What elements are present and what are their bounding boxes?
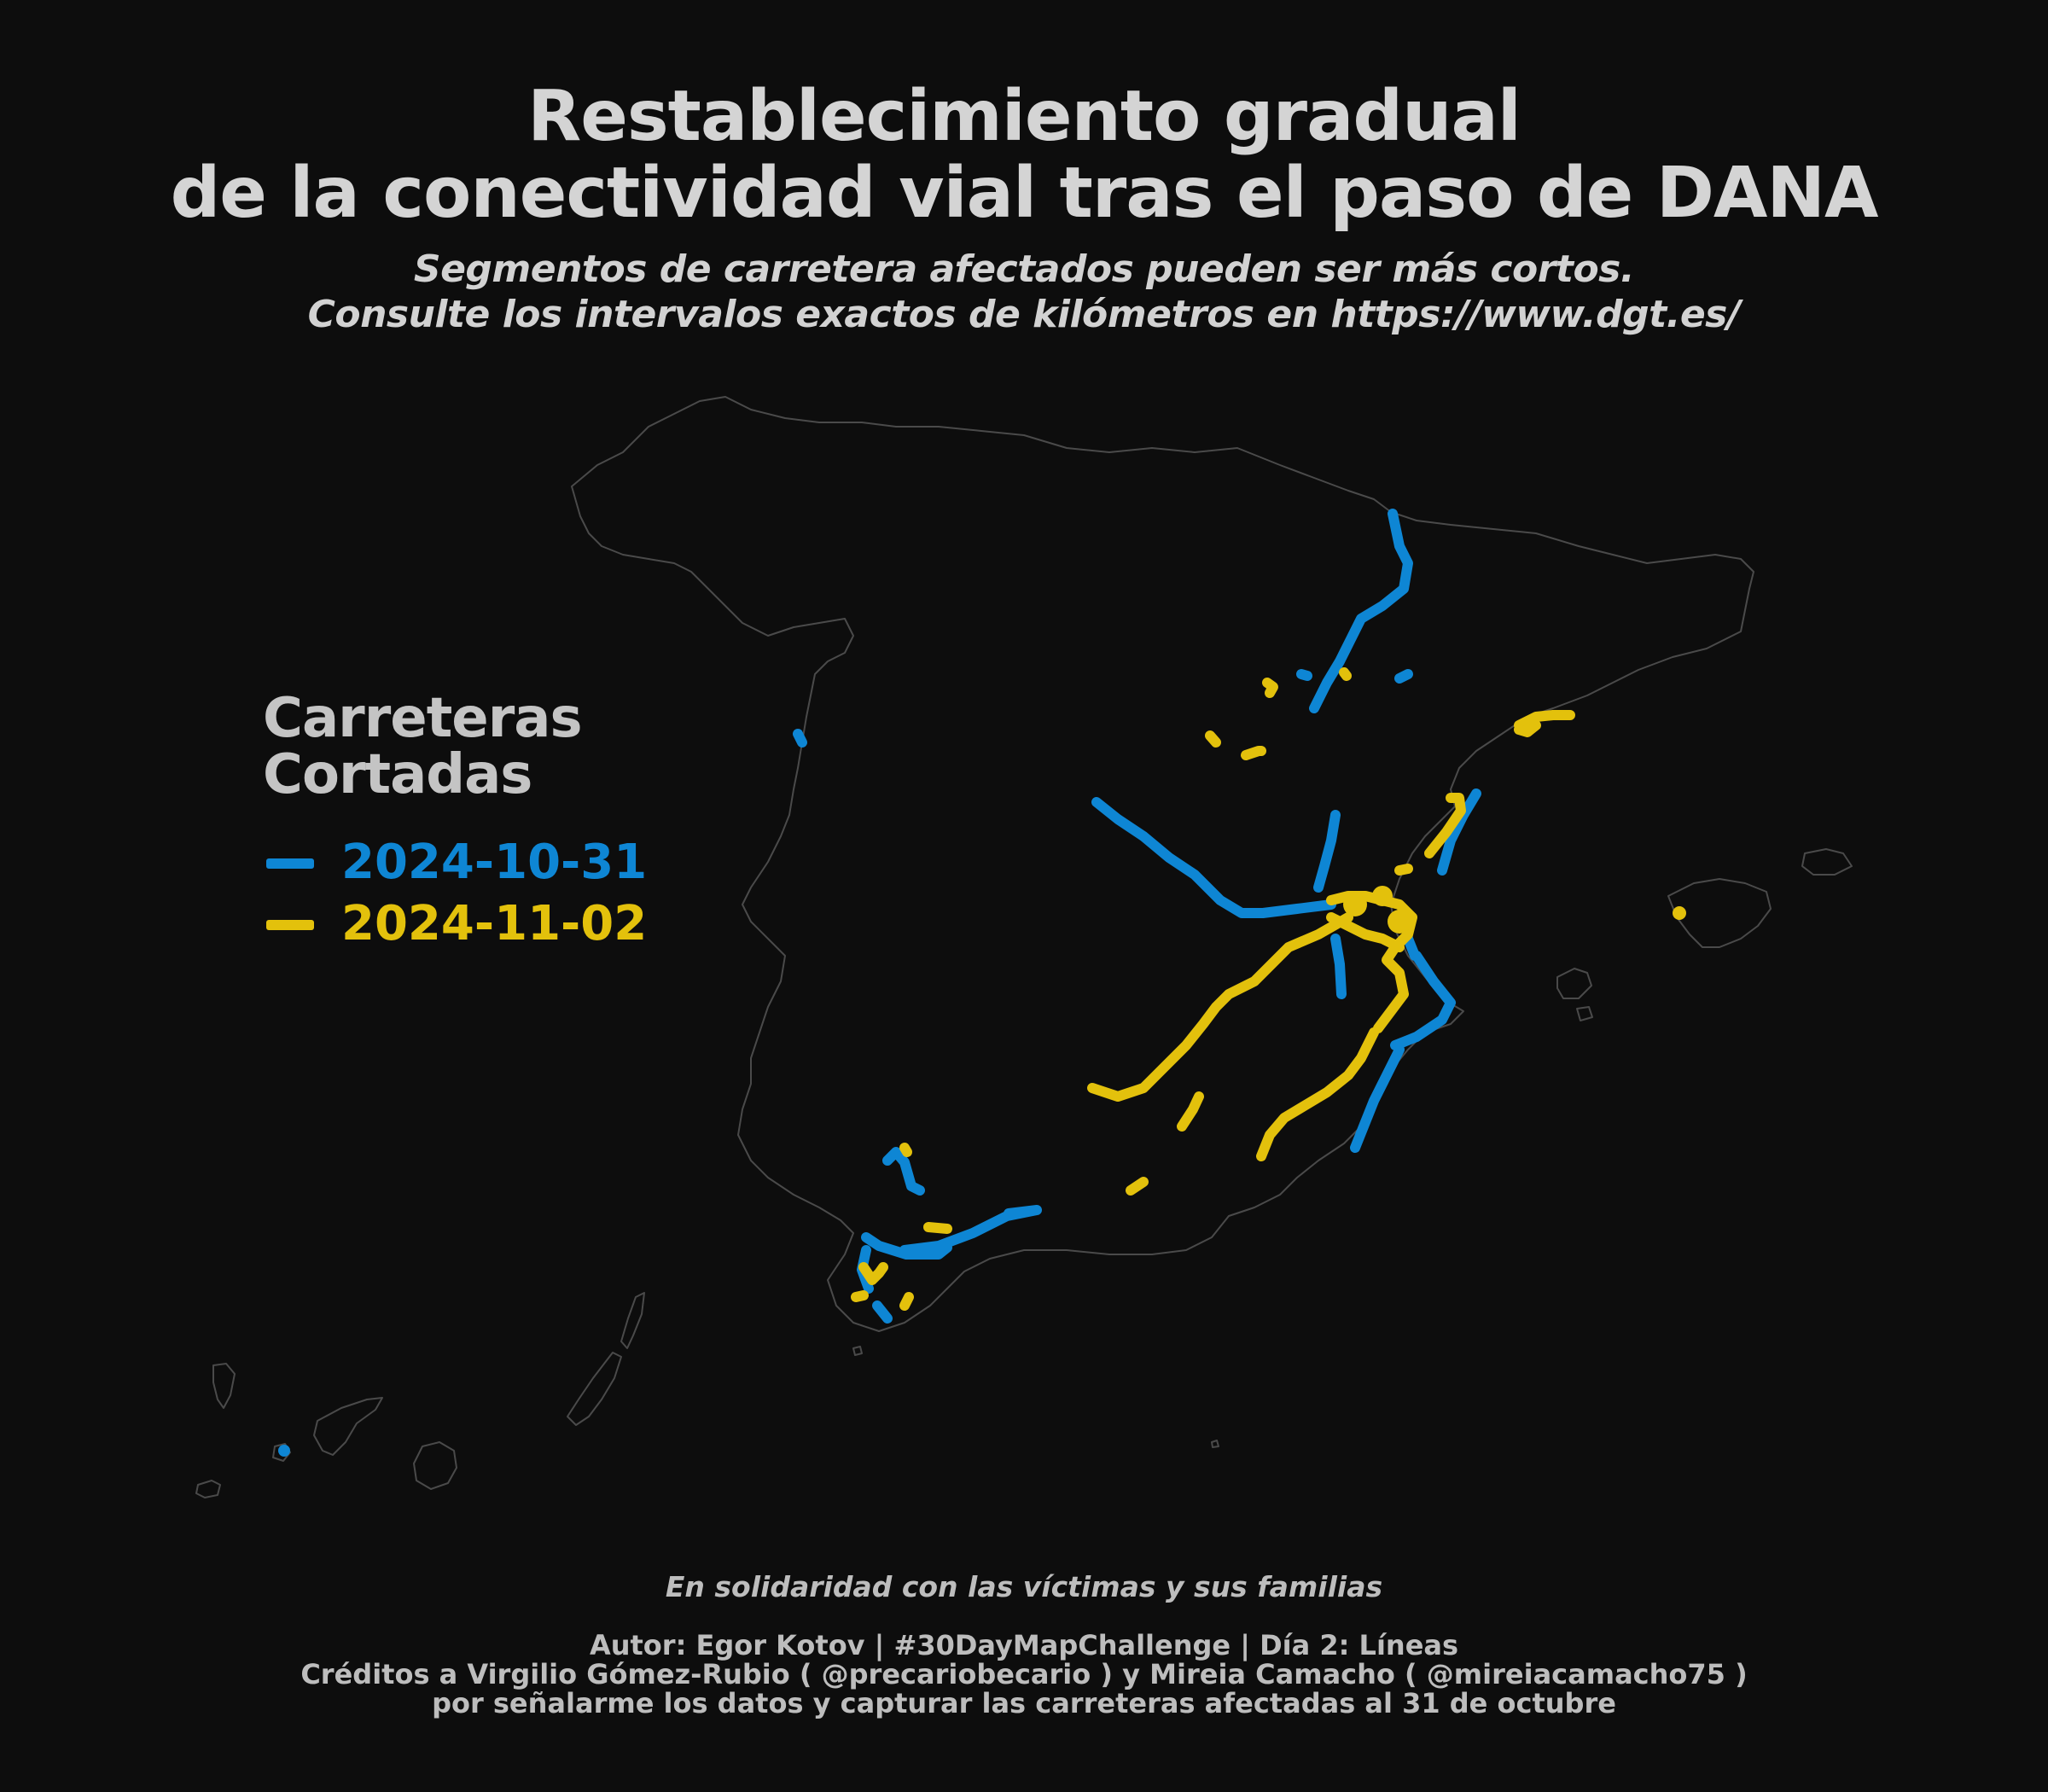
road-segment (1390, 951, 1456, 1050)
road-segment (1350, 1044, 1405, 1153)
fuerteventura-outline (567, 1352, 622, 1426)
road-segment (1514, 710, 1575, 730)
roads-2024-10-31 (793, 509, 1481, 1324)
road-point (278, 1445, 290, 1457)
road-point (1673, 906, 1686, 920)
footer-dedication: En solidaridad con las víctimas y sus fa… (665, 1570, 1383, 1603)
road-segment (899, 1205, 1042, 1255)
road-segment (899, 1292, 914, 1311)
road-segment (1394, 669, 1413, 684)
road-segment (1205, 730, 1221, 748)
road-segment (1326, 912, 1405, 952)
road-point (1388, 910, 1411, 934)
road-segment (882, 1147, 925, 1196)
formentera-outline (1576, 1006, 1593, 1021)
ceuta-outline (852, 1346, 863, 1356)
roads-2024-11-02 (851, 667, 1575, 1311)
legend: Carreteras Cortadas 2024-10-31 2024-11-0… (263, 689, 707, 963)
road-segment (1177, 1091, 1204, 1132)
legend-title-line-1: Carreteras (263, 687, 583, 750)
road-segment (1309, 509, 1413, 713)
road-segment (1262, 678, 1278, 698)
legend-swatch-yellow (266, 920, 314, 930)
title-line-2: de la conectividad vial tras el paso de … (170, 153, 1879, 234)
spain-mainland-outline (571, 396, 1754, 1332)
subtitle-line-2: Consulte los intervalos exactos de kilóm… (307, 293, 1741, 336)
la-gomera-outline (272, 1443, 291, 1462)
lanzarote-outline (620, 1292, 645, 1349)
road-segment (1330, 934, 1347, 999)
road-segment (1424, 793, 1466, 858)
legend-label: 2024-11-02 (341, 896, 648, 951)
subtitle-line-1: Segmentos de carretera afectados pueden … (413, 247, 1635, 291)
road-segment (1339, 667, 1352, 681)
footer-thanks: por señalarme los datos y capturar las c… (432, 1687, 1616, 1719)
legend-title-line-2: Cortadas (263, 743, 532, 806)
el-hierro-outline (195, 1480, 221, 1498)
legend-swatch-blue (266, 858, 314, 869)
melilla-outline (1211, 1440, 1219, 1448)
road-point (1372, 886, 1393, 906)
road-segment (1437, 788, 1481, 876)
legend-item-2024-10-31: 2024-10-31 (263, 835, 707, 890)
road-segment (1241, 746, 1266, 760)
legend-item-2024-11-02: 2024-11-02 (263, 896, 707, 951)
road-segment (858, 1262, 888, 1285)
road-segment (1296, 669, 1312, 681)
la-palma-outline (212, 1363, 236, 1409)
road-segment (872, 1300, 893, 1324)
road-segment (1394, 864, 1413, 876)
road-segment (1256, 1027, 1379, 1161)
legend-label: 2024-10-31 (341, 835, 648, 890)
title-line-1: Restablecimiento gradual (527, 76, 1521, 157)
road-segment (1126, 1177, 1149, 1196)
road-segment (1313, 810, 1341, 893)
menorca-outline (1801, 848, 1853, 876)
road-segment (1514, 720, 1541, 737)
tenerife-outline (313, 1397, 383, 1456)
road-segment (851, 1290, 869, 1302)
road-segment (793, 729, 807, 748)
footer-author: Autor: Egor Kotov | #30DayMapChallenge |… (589, 1629, 1459, 1661)
road-segment (1091, 797, 1336, 918)
road-segment (1326, 891, 1417, 1033)
gran-canaria-outline (413, 1441, 457, 1490)
road-point (1343, 893, 1367, 916)
footer-credits: Créditos a Virgilio Gómez-Rubio ( @preca… (300, 1658, 1748, 1690)
road-segment (923, 1222, 952, 1234)
mallorca-outline (1667, 878, 1772, 948)
road-segment (1087, 912, 1353, 1102)
road-segment (899, 1143, 912, 1157)
ibiza-outline (1556, 968, 1592, 999)
road-segment (861, 1232, 952, 1260)
